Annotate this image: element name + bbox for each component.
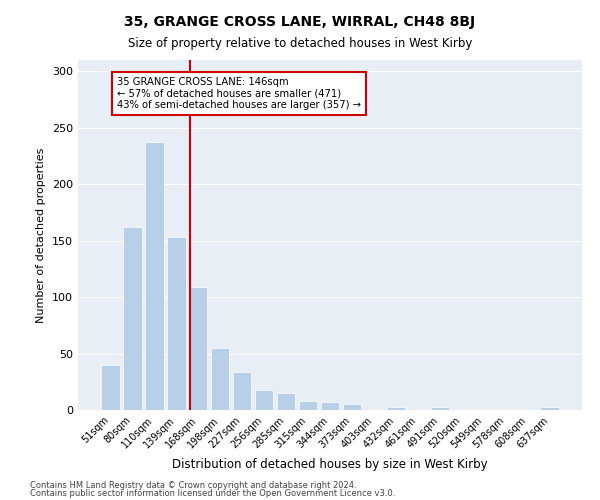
Text: Contains HM Land Registry data © Crown copyright and database right 2024.: Contains HM Land Registry data © Crown c… xyxy=(30,480,356,490)
Text: 35 GRANGE CROSS LANE: 146sqm
← 57% of detached houses are smaller (471)
43% of s: 35 GRANGE CROSS LANE: 146sqm ← 57% of de… xyxy=(117,77,361,110)
Text: Size of property relative to detached houses in West Kirby: Size of property relative to detached ho… xyxy=(128,38,472,51)
X-axis label: Distribution of detached houses by size in West Kirby: Distribution of detached houses by size … xyxy=(172,458,488,471)
Text: 35, GRANGE CROSS LANE, WIRRAL, CH48 8BJ: 35, GRANGE CROSS LANE, WIRRAL, CH48 8BJ xyxy=(124,15,476,29)
Bar xyxy=(101,365,119,410)
Bar xyxy=(189,287,208,410)
Bar xyxy=(233,372,251,410)
Bar xyxy=(541,406,559,410)
Bar xyxy=(211,348,229,410)
Text: Contains public sector information licensed under the Open Government Licence v3: Contains public sector information licen… xyxy=(30,489,395,498)
Bar xyxy=(343,404,361,410)
Bar xyxy=(123,227,142,410)
Bar xyxy=(255,390,274,410)
Bar xyxy=(277,393,295,410)
Bar xyxy=(299,401,317,410)
Bar xyxy=(167,238,185,410)
Bar xyxy=(386,406,405,410)
Bar xyxy=(320,402,340,410)
Y-axis label: Number of detached properties: Number of detached properties xyxy=(37,148,46,322)
Bar xyxy=(145,142,164,410)
Bar xyxy=(431,406,449,410)
